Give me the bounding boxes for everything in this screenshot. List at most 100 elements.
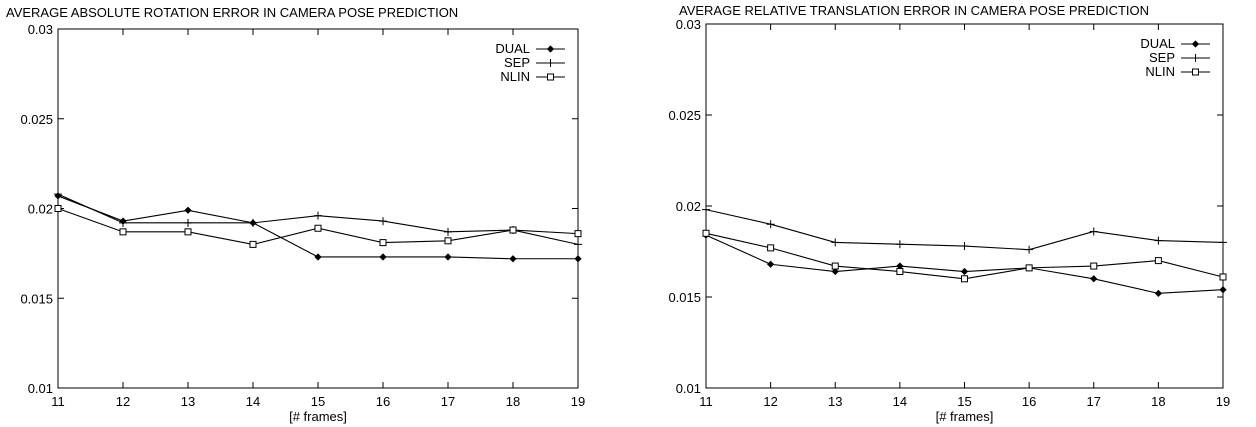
data-point-nlin: [1025, 264, 1033, 272]
data-point-nlin: [249, 240, 257, 248]
series-nlin: [54, 205, 582, 248]
data-point-sep: [1089, 227, 1098, 236]
data-point-dual: [767, 260, 775, 268]
data-point-sep: [54, 190, 62, 199]
data-point-nlin: [379, 239, 387, 247]
series-sep: [702, 205, 1227, 254]
data-point-sep: [831, 238, 840, 247]
data-point-nlin: [831, 262, 839, 270]
x-tick-label: 11: [699, 394, 713, 409]
x-tick-label: 17: [441, 394, 455, 409]
data-point-sep: [314, 211, 322, 220]
legend-label-nlin: NLIN: [1145, 64, 1175, 79]
data-point-nlin: [1154, 257, 1162, 265]
y-tick-label: 0.015: [20, 291, 53, 306]
x-axis-label: [# frames]: [936, 409, 994, 424]
data-point-nlin: [1090, 262, 1098, 270]
x-tick-label: 18: [506, 394, 520, 409]
data-point-dual: [509, 255, 517, 263]
data-point-nlin: [702, 229, 710, 237]
y-tick-label: 0.01: [676, 381, 701, 396]
legend-marker-nlin: [547, 73, 554, 81]
legend-label-sep: SEP: [1149, 50, 1175, 65]
data-point-sep: [184, 218, 192, 227]
data-point-nlin: [509, 226, 517, 234]
data-point-dual: [1219, 286, 1227, 294]
y-tick-label: 0.025: [20, 112, 53, 127]
legend-marker-dual: [546, 45, 555, 53]
data-point-nlin: [54, 205, 62, 212]
data-point-sep: [119, 218, 127, 227]
x-tick-label: 19: [571, 394, 585, 409]
data-point-sep: [960, 242, 969, 251]
series-nlin: [702, 229, 1227, 283]
x-tick-label: 17: [1087, 394, 1101, 409]
data-point-sep: [1154, 236, 1163, 245]
x-tick-label: 14: [893, 394, 907, 409]
data-point-nlin: [574, 230, 582, 238]
x-tick-label: 12: [763, 394, 777, 409]
data-point-dual: [184, 206, 192, 214]
data-point-nlin: [119, 228, 127, 236]
y-tick-label: 0.02: [676, 199, 701, 214]
data-point-nlin: [184, 228, 192, 236]
legend-marker-sep: [1191, 54, 1200, 62]
chart-2: AVERAGE RELATIVE TRANSLATION ERROR IN CA…: [668, 3, 1230, 424]
data-point-sep: [444, 227, 452, 236]
y-tick-label: 0.01: [28, 381, 53, 396]
x-tick-label: 11: [51, 394, 65, 409]
x-tick-label: 16: [1022, 394, 1036, 409]
data-point-sep: [766, 220, 775, 229]
y-tick-label: 0.03: [676, 17, 701, 32]
y-tick-label: 0.015: [668, 290, 701, 305]
series-sep: [54, 190, 582, 249]
data-point-sep: [895, 240, 904, 249]
x-tick-label: 15: [311, 394, 325, 409]
y-tick-label: 0.02: [28, 202, 53, 217]
data-point-dual: [831, 267, 839, 276]
legend-label-dual: DUAL: [495, 41, 530, 56]
data-point-nlin: [961, 275, 968, 283]
data-point-nlin: [896, 268, 904, 276]
data-point-dual: [379, 253, 387, 261]
data-point-sep: [574, 240, 582, 249]
legend-marker-nlin: [1192, 68, 1199, 76]
data-point-nlin: [444, 237, 452, 245]
legend-marker-dual: [1191, 40, 1200, 48]
data-point-sep: [249, 218, 257, 227]
data-point-dual: [574, 255, 582, 263]
data-point-sep: [1219, 238, 1227, 247]
x-tick-label: 15: [957, 394, 971, 409]
data-point-dual: [960, 267, 969, 276]
data-point-dual: [314, 253, 322, 261]
x-tick-label: 13: [181, 394, 195, 409]
data-point-nlin: [314, 224, 322, 232]
x-tick-label: 12: [116, 394, 130, 409]
x-tick-label: 13: [828, 394, 842, 409]
chart-title: AVERAGE ABSOLUTE ROTATION ERROR IN CAMER…: [6, 5, 458, 20]
legend-label-sep: SEP: [504, 55, 530, 70]
data-point-sep: [379, 217, 387, 226]
data-point-sep: [702, 205, 710, 214]
data-point-dual: [444, 253, 452, 261]
series-dual: [702, 231, 1227, 297]
data-point-nlin: [1219, 273, 1227, 281]
data-point-dual: [1154, 289, 1162, 297]
x-tick-label: 14: [246, 394, 260, 409]
chart-title: AVERAGE RELATIVE TRANSLATION ERROR IN CA…: [679, 3, 1149, 18]
x-tick-label: 19: [1216, 394, 1230, 409]
data-point-nlin: [767, 244, 775, 252]
legend-marker-sep: [546, 59, 555, 67]
y-tick-label: 0.03: [28, 22, 53, 37]
x-axis-label: [# frames]: [289, 409, 347, 424]
chart-1: AVERAGE ABSOLUTE ROTATION ERROR IN CAMER…: [6, 5, 585, 424]
x-tick-label: 16: [376, 394, 390, 409]
legend-label-dual: DUAL: [1140, 36, 1175, 51]
y-tick-label: 0.025: [668, 108, 701, 123]
legend-label-nlin: NLIN: [500, 69, 530, 84]
data-point-sep: [1025, 245, 1034, 254]
x-tick-label: 18: [1151, 394, 1165, 409]
